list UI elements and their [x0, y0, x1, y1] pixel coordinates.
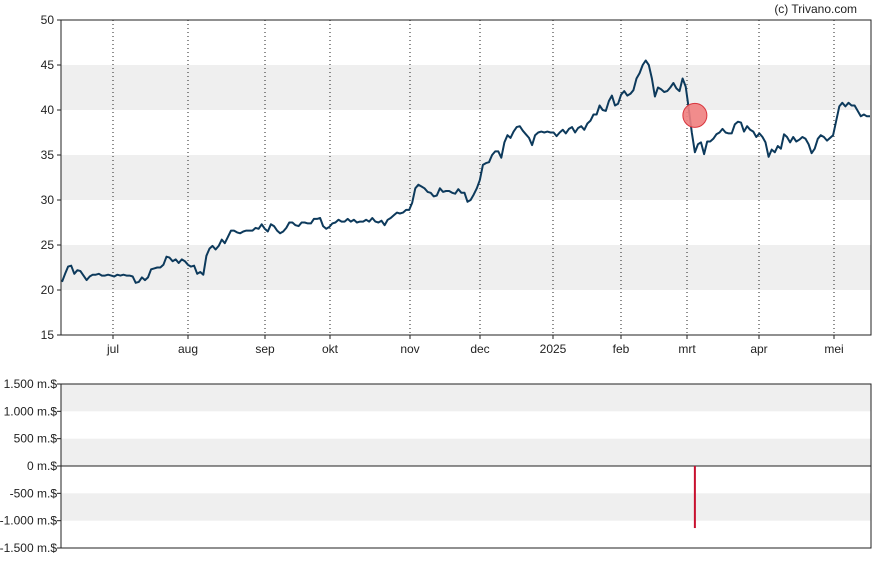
- x-tick-label: 2025: [540, 342, 567, 356]
- event-marker: [682, 102, 708, 128]
- y-tick-label: 25: [41, 238, 55, 252]
- volume-band: [61, 384, 871, 412]
- x-tick-label: jul: [106, 342, 119, 356]
- volume-band: [61, 493, 871, 521]
- volume-y-tick-label: 1.000 m.$: [4, 404, 58, 418]
- y-tick-label: 35: [41, 148, 55, 162]
- volume-panel: 1.500 m.$ 1.000 m.$ 500 m.$ 0 m.$ -500 m.$ -1…: [0, 377, 872, 555]
- x-tick-label: dec: [470, 342, 489, 356]
- price-line: [61, 59, 870, 284]
- volume-y-tick-label: 0 m.$: [27, 459, 57, 473]
- price-panel: jul aug sep okt nov dec 2025 feb mrt apr mei152025…: [41, 13, 872, 356]
- volume-y-tick-label: -1.000 m.$: [0, 514, 57, 528]
- volume-y-tick-label: -500 m.$: [10, 486, 58, 500]
- x-tick-label: mei: [824, 342, 843, 356]
- price-frame: [60, 19, 872, 336]
- x-tick-label: apr: [750, 342, 767, 356]
- volume-y-tick-label: -1.500 m.$: [0, 541, 57, 555]
- y-tick-label: 30: [41, 193, 55, 207]
- price-band: [61, 155, 871, 200]
- y-tick-label: 40: [41, 103, 55, 117]
- y-tick-label: 50: [41, 13, 55, 27]
- x-tick-label: sep: [255, 342, 275, 356]
- y-tick-label: 20: [41, 283, 55, 297]
- x-tick-label: mrt: [678, 342, 696, 356]
- volume-y-tick-label: 1.500 m.$: [4, 377, 58, 391]
- volume-band: [61, 438, 871, 466]
- volume-y-tick-label: 500 m.$: [14, 432, 58, 446]
- y-tick-label: 45: [41, 58, 55, 72]
- x-tick-label: okt: [322, 342, 339, 356]
- x-tick-label: nov: [400, 342, 419, 356]
- price-band: [61, 65, 871, 110]
- x-tick-label: aug: [178, 342, 198, 356]
- y-tick-label: 15: [41, 328, 55, 342]
- x-tick-label: feb: [613, 342, 630, 356]
- volume-frame: [60, 383, 872, 549]
- credit-label: (c) Trivano.com: [774, 2, 857, 16]
- price-band: [61, 245, 871, 290]
